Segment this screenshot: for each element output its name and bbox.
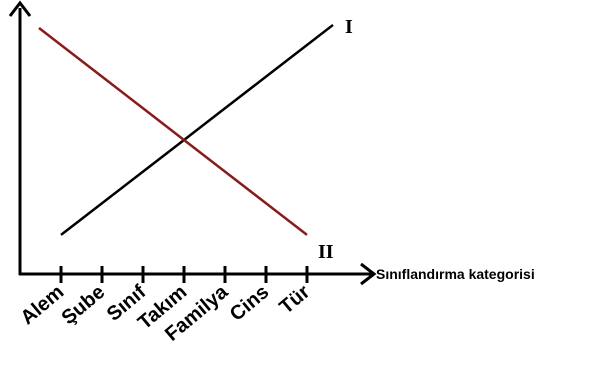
series-labels: III xyxy=(318,16,353,263)
series-line-I xyxy=(60,23,334,236)
x-tick-label: Tür xyxy=(275,281,314,319)
series-label-I: I xyxy=(345,16,353,38)
x-tick-label: Cins xyxy=(226,281,273,326)
series-label-II: II xyxy=(318,241,334,263)
series-lines xyxy=(38,23,334,236)
y-axis-arrow xyxy=(8,0,32,17)
x-axis-arrow xyxy=(360,262,377,286)
x-tick-label: Şube xyxy=(58,281,110,329)
series-line-II xyxy=(38,27,308,236)
x-tick-label: Alem xyxy=(17,281,69,329)
x-ticks xyxy=(59,266,309,283)
x-axis-title: Sınıflandırma kategorisi xyxy=(376,266,535,282)
